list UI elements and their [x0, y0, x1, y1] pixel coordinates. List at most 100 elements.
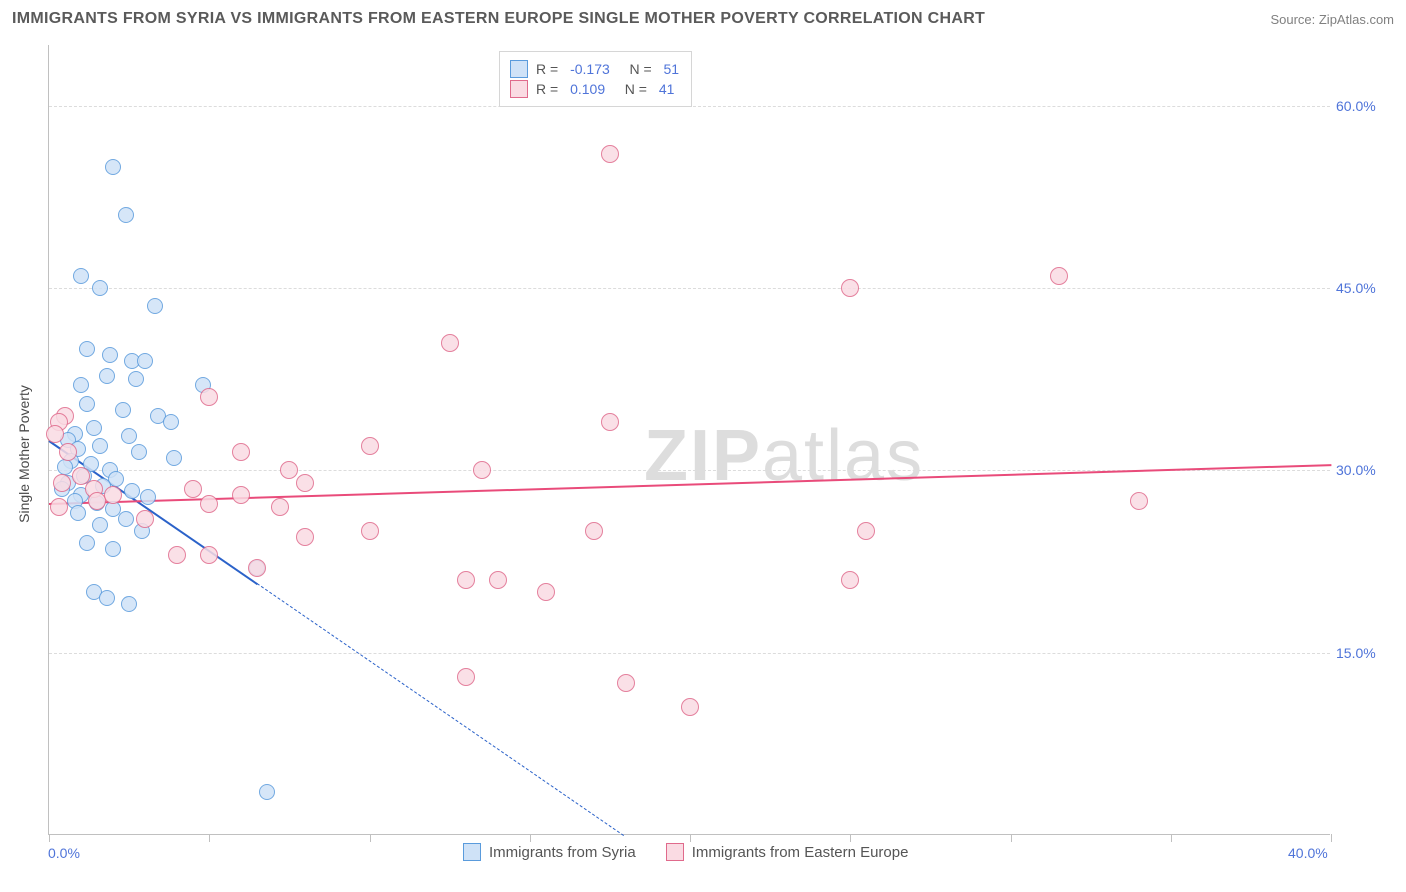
data-point: [184, 480, 202, 498]
data-point: [841, 279, 859, 297]
data-point: [271, 498, 289, 516]
data-point: [1050, 267, 1068, 285]
stat-label: N =: [618, 61, 656, 77]
data-point: [361, 437, 379, 455]
data-point: [140, 489, 156, 505]
stats-row: R = -0.173 N = 51: [510, 60, 679, 78]
data-point: [585, 522, 603, 540]
data-point: [601, 413, 619, 431]
data-point: [118, 511, 134, 527]
y-tick-label: 30.0%: [1336, 462, 1392, 478]
stat-n-value: 41: [659, 81, 675, 97]
x-tick: [1171, 834, 1172, 842]
data-point: [841, 571, 859, 589]
data-point: [99, 590, 115, 606]
data-point: [457, 668, 475, 686]
legend-swatch: [510, 80, 528, 98]
legend-label: Immigrants from Syria: [489, 844, 636, 861]
data-point: [92, 517, 108, 533]
data-point: [147, 298, 163, 314]
x-axis-start-label: 0.0%: [48, 845, 80, 861]
x-tick: [49, 834, 50, 842]
scatter-plot: 15.0%30.0%45.0%60.0%ZIPatlasR = -0.173 N…: [48, 45, 1330, 835]
x-tick: [850, 834, 851, 842]
data-point: [280, 461, 298, 479]
stat-r-value: -0.173: [570, 61, 610, 77]
data-point: [259, 784, 275, 800]
data-point: [200, 388, 218, 406]
trend-line: [257, 583, 624, 836]
stats-row: R = 0.109 N = 41: [510, 80, 679, 98]
data-point: [137, 353, 153, 369]
data-point: [86, 420, 102, 436]
data-point: [489, 571, 507, 589]
stats-legend: R = -0.173 N = 51 R = 0.109 N = 41: [499, 51, 692, 107]
x-tick: [209, 834, 210, 842]
page-title: IMMIGRANTS FROM SYRIA VS IMMIGRANTS FROM…: [12, 10, 985, 28]
data-point: [131, 444, 147, 460]
x-tick: [690, 834, 691, 842]
x-tick: [530, 834, 531, 842]
data-point: [1130, 492, 1148, 510]
data-point: [457, 571, 475, 589]
legend-label: Immigrants from Eastern Europe: [692, 844, 909, 861]
data-point: [537, 583, 555, 601]
data-point: [124, 483, 140, 499]
data-point: [79, 341, 95, 357]
data-point: [136, 510, 154, 528]
data-point: [88, 492, 106, 510]
data-point: [46, 425, 64, 443]
stat-n-value: 51: [664, 61, 680, 77]
data-point: [99, 368, 115, 384]
data-point: [441, 334, 459, 352]
data-point: [50, 498, 68, 516]
data-point: [104, 486, 122, 504]
stat-label: N =: [613, 81, 651, 97]
data-point: [73, 268, 89, 284]
data-point: [105, 159, 121, 175]
gridline: [49, 288, 1330, 289]
y-tick-label: 45.0%: [1336, 280, 1392, 296]
x-tick: [370, 834, 371, 842]
data-point: [168, 546, 186, 564]
data-point: [115, 402, 131, 418]
data-point: [857, 522, 875, 540]
x-tick: [1011, 834, 1012, 842]
y-axis-label: Single Mother Poverty: [16, 385, 32, 523]
data-point: [70, 505, 86, 521]
data-point: [118, 207, 134, 223]
data-point: [248, 559, 266, 577]
data-point: [92, 438, 108, 454]
data-point: [473, 461, 491, 479]
data-point: [296, 528, 314, 546]
data-point: [681, 698, 699, 716]
legend-item: Immigrants from Syria: [463, 843, 636, 861]
data-point: [121, 428, 137, 444]
stat-label: R =: [536, 81, 562, 97]
data-point: [105, 541, 121, 557]
data-point: [200, 546, 218, 564]
y-tick-label: 15.0%: [1336, 645, 1392, 661]
source-label: Source: ZipAtlas.com: [1270, 12, 1394, 27]
legend-swatch: [463, 843, 481, 861]
stat-label: R =: [536, 61, 562, 77]
data-point: [296, 474, 314, 492]
x-tick: [1331, 834, 1332, 842]
data-point: [361, 522, 379, 540]
data-point: [601, 145, 619, 163]
data-point: [53, 474, 71, 492]
data-point: [102, 347, 118, 363]
data-point: [166, 450, 182, 466]
data-point: [92, 280, 108, 296]
bottom-legend: Immigrants from Syria Immigrants from Eas…: [463, 843, 908, 861]
y-tick-label: 60.0%: [1336, 98, 1392, 114]
gridline: [49, 653, 1330, 654]
data-point: [59, 443, 77, 461]
legend-item: Immigrants from Eastern Europe: [666, 843, 909, 861]
data-point: [79, 396, 95, 412]
data-point: [617, 674, 635, 692]
data-point: [200, 495, 218, 513]
data-point: [79, 535, 95, 551]
data-point: [57, 459, 73, 475]
data-point: [232, 443, 250, 461]
